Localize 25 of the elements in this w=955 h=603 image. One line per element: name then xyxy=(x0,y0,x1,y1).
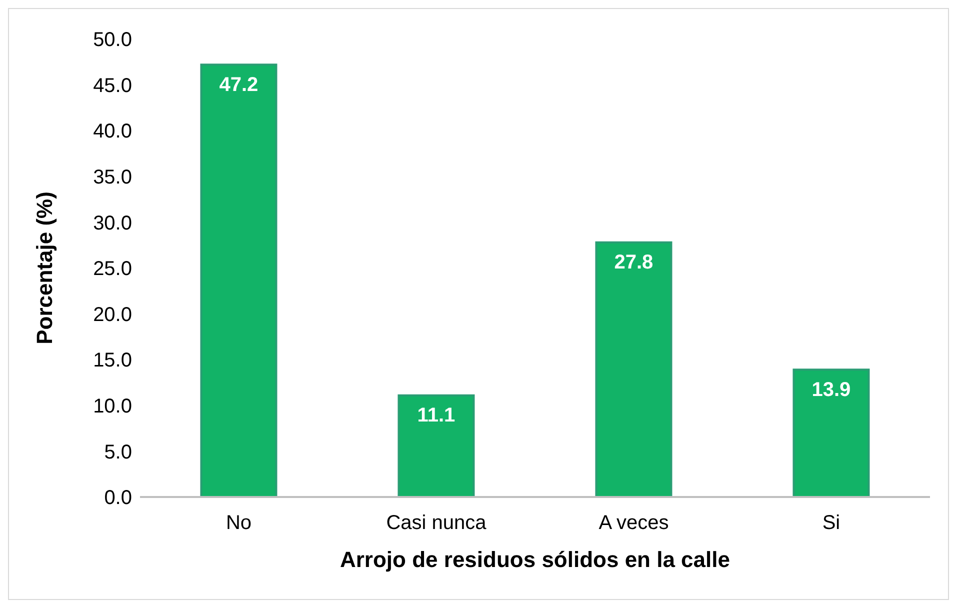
bar xyxy=(200,64,278,497)
data-label: 11.1 xyxy=(417,404,456,427)
data-label: 13.9 xyxy=(812,378,851,401)
bar xyxy=(398,394,475,497)
x-axis-title: Arrojo de residuos sólidos en la calle xyxy=(340,547,730,572)
y-tick-label: 0.0 xyxy=(104,487,132,510)
y-tick-label: 20.0 xyxy=(93,304,132,326)
x-tick-label: No xyxy=(226,512,252,534)
y-tick-label: 45.0 xyxy=(93,74,132,97)
y-tick-label: 15.0 xyxy=(93,350,132,372)
y-tick-label: 40.0 xyxy=(93,120,132,143)
y-tick-label: 30.0 xyxy=(93,212,132,234)
x-tick-label: A veces xyxy=(598,512,669,534)
y-axis-title: Porcentaje (%) xyxy=(32,192,57,344)
data-label: 47.2 xyxy=(219,74,258,96)
y-tick-label: 25.0 xyxy=(93,258,132,280)
x-tick-label: Si xyxy=(822,512,840,534)
y-tick-label: 50.0 xyxy=(93,29,132,52)
y-tick-label: 5.0 xyxy=(104,441,132,464)
data-label: 27.8 xyxy=(614,252,654,274)
x-tick-label: Casi nunca xyxy=(386,512,488,534)
bar xyxy=(595,241,672,497)
bar xyxy=(792,368,870,497)
y-tick-label: 35.0 xyxy=(93,166,132,188)
y-tick-label: 10.0 xyxy=(93,396,132,418)
